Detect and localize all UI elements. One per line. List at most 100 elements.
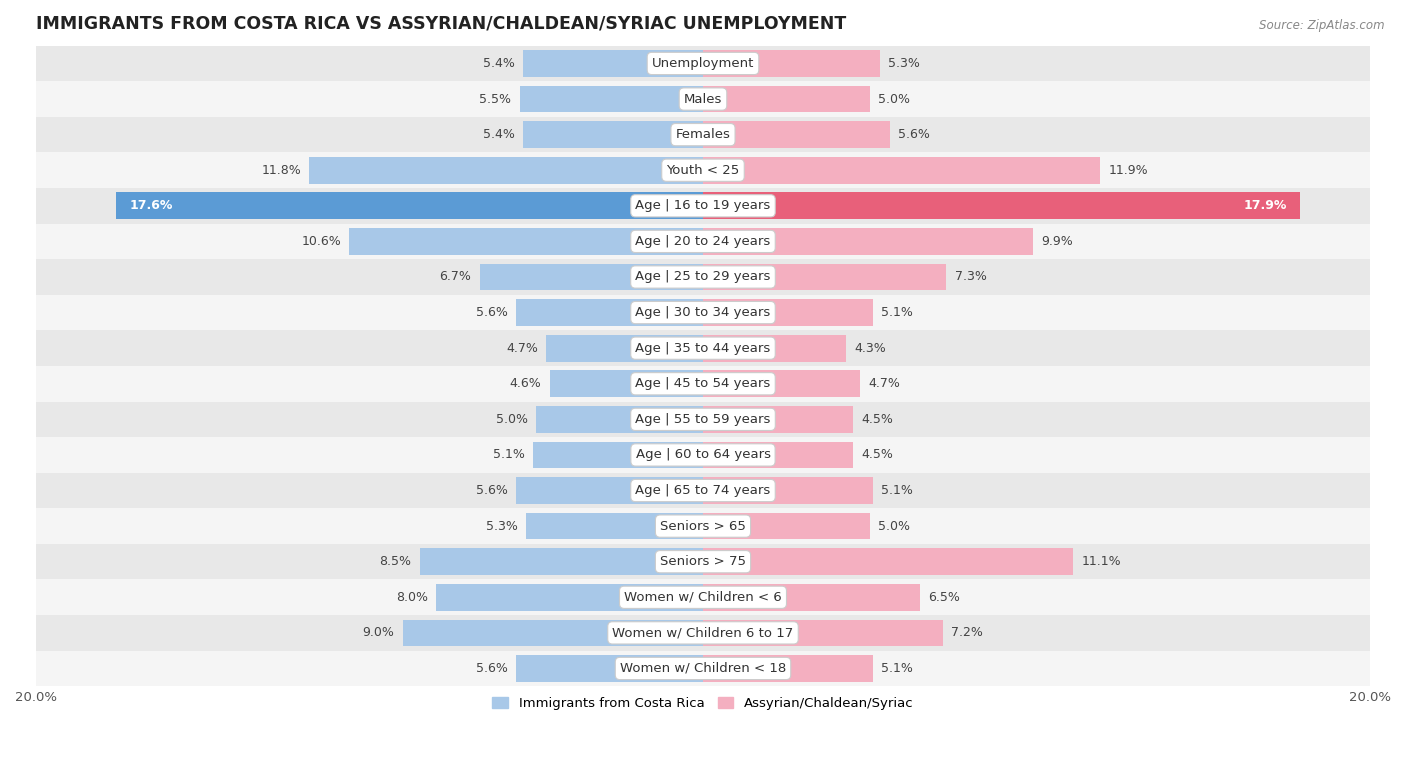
Bar bbox=[37, 651, 1369, 687]
Bar bbox=[37, 615, 1369, 651]
Bar bbox=[536, 406, 703, 433]
Bar bbox=[37, 330, 1369, 366]
Bar bbox=[547, 335, 703, 362]
Text: 4.7%: 4.7% bbox=[506, 341, 538, 355]
Bar bbox=[703, 441, 853, 469]
Text: 17.6%: 17.6% bbox=[129, 199, 173, 212]
Bar bbox=[703, 584, 920, 611]
Text: 5.6%: 5.6% bbox=[477, 484, 508, 497]
Bar bbox=[37, 472, 1369, 508]
Bar bbox=[37, 259, 1369, 294]
Text: Age | 55 to 59 years: Age | 55 to 59 years bbox=[636, 413, 770, 426]
Text: 8.5%: 8.5% bbox=[380, 555, 411, 569]
Text: Females: Females bbox=[675, 128, 731, 141]
Text: 4.7%: 4.7% bbox=[868, 377, 900, 391]
Text: 11.9%: 11.9% bbox=[1108, 164, 1147, 176]
Text: Age | 20 to 24 years: Age | 20 to 24 years bbox=[636, 235, 770, 248]
Text: 5.5%: 5.5% bbox=[479, 92, 512, 105]
Text: Age | 35 to 44 years: Age | 35 to 44 years bbox=[636, 341, 770, 355]
Text: 5.1%: 5.1% bbox=[492, 448, 524, 462]
Bar bbox=[419, 548, 703, 575]
Text: 6.5%: 6.5% bbox=[928, 590, 960, 604]
Text: Women w/ Children 6 to 17: Women w/ Children 6 to 17 bbox=[613, 626, 793, 640]
Bar bbox=[37, 366, 1369, 401]
Text: 4.3%: 4.3% bbox=[855, 341, 887, 355]
Text: 5.4%: 5.4% bbox=[482, 128, 515, 141]
Text: Age | 65 to 74 years: Age | 65 to 74 years bbox=[636, 484, 770, 497]
Bar bbox=[703, 228, 1033, 255]
Text: Women w/ Children < 18: Women w/ Children < 18 bbox=[620, 662, 786, 675]
Text: 7.2%: 7.2% bbox=[952, 626, 983, 640]
Text: IMMIGRANTS FROM COSTA RICA VS ASSYRIAN/CHALDEAN/SYRIAC UNEMPLOYMENT: IMMIGRANTS FROM COSTA RICA VS ASSYRIAN/C… bbox=[37, 15, 846, 33]
Text: 5.6%: 5.6% bbox=[898, 128, 929, 141]
Text: Age | 60 to 64 years: Age | 60 to 64 years bbox=[636, 448, 770, 462]
Bar bbox=[550, 370, 703, 397]
Bar bbox=[37, 294, 1369, 330]
Bar bbox=[703, 655, 873, 682]
Bar bbox=[309, 157, 703, 183]
Text: 5.6%: 5.6% bbox=[477, 662, 508, 675]
Text: 4.6%: 4.6% bbox=[509, 377, 541, 391]
Text: 5.1%: 5.1% bbox=[882, 662, 914, 675]
Bar bbox=[703, 406, 853, 433]
Bar bbox=[436, 584, 703, 611]
Bar bbox=[37, 81, 1369, 117]
Bar bbox=[703, 192, 1301, 220]
Text: 4.5%: 4.5% bbox=[862, 413, 893, 426]
Bar bbox=[516, 655, 703, 682]
Text: Source: ZipAtlas.com: Source: ZipAtlas.com bbox=[1260, 19, 1385, 32]
Bar bbox=[404, 619, 703, 646]
Bar bbox=[703, 157, 1099, 183]
Bar bbox=[526, 512, 703, 540]
Text: 5.3%: 5.3% bbox=[889, 57, 920, 70]
Bar bbox=[703, 512, 870, 540]
Text: 5.1%: 5.1% bbox=[882, 306, 914, 319]
Bar bbox=[703, 299, 873, 326]
Bar bbox=[37, 580, 1369, 615]
Text: Age | 16 to 19 years: Age | 16 to 19 years bbox=[636, 199, 770, 212]
Text: 5.0%: 5.0% bbox=[879, 519, 910, 533]
Text: Seniors > 65: Seniors > 65 bbox=[659, 519, 747, 533]
Bar bbox=[37, 401, 1369, 437]
Text: 4.5%: 4.5% bbox=[862, 448, 893, 462]
Text: Males: Males bbox=[683, 92, 723, 105]
Text: Youth < 25: Youth < 25 bbox=[666, 164, 740, 176]
Bar bbox=[37, 223, 1369, 259]
Legend: Immigrants from Costa Rica, Assyrian/Chaldean/Syriac: Immigrants from Costa Rica, Assyrian/Cha… bbox=[486, 691, 920, 715]
Bar bbox=[703, 370, 859, 397]
Text: 10.6%: 10.6% bbox=[301, 235, 342, 248]
Bar bbox=[523, 50, 703, 76]
Bar bbox=[479, 263, 703, 291]
Bar bbox=[37, 544, 1369, 580]
Bar bbox=[703, 335, 846, 362]
Text: 5.6%: 5.6% bbox=[477, 306, 508, 319]
Bar bbox=[703, 50, 880, 76]
Text: 5.0%: 5.0% bbox=[496, 413, 527, 426]
Text: 17.9%: 17.9% bbox=[1243, 199, 1286, 212]
Bar bbox=[117, 192, 703, 220]
Bar bbox=[703, 86, 870, 112]
Bar bbox=[703, 548, 1073, 575]
Bar bbox=[516, 299, 703, 326]
Bar bbox=[37, 437, 1369, 472]
Text: 5.3%: 5.3% bbox=[486, 519, 517, 533]
Text: 9.9%: 9.9% bbox=[1042, 235, 1073, 248]
Bar bbox=[703, 477, 873, 504]
Bar bbox=[37, 152, 1369, 188]
Text: Unemployment: Unemployment bbox=[652, 57, 754, 70]
Text: 8.0%: 8.0% bbox=[396, 590, 427, 604]
Text: 11.8%: 11.8% bbox=[262, 164, 301, 176]
Text: Seniors > 75: Seniors > 75 bbox=[659, 555, 747, 569]
Bar bbox=[516, 477, 703, 504]
Text: Age | 45 to 54 years: Age | 45 to 54 years bbox=[636, 377, 770, 391]
Bar bbox=[703, 263, 946, 291]
Text: Age | 30 to 34 years: Age | 30 to 34 years bbox=[636, 306, 770, 319]
Bar bbox=[37, 45, 1369, 81]
Bar bbox=[37, 117, 1369, 152]
Text: Women w/ Children < 6: Women w/ Children < 6 bbox=[624, 590, 782, 604]
Text: 5.0%: 5.0% bbox=[879, 92, 910, 105]
Text: 7.3%: 7.3% bbox=[955, 270, 987, 283]
Bar bbox=[703, 619, 943, 646]
Bar bbox=[520, 86, 703, 112]
Bar bbox=[350, 228, 703, 255]
